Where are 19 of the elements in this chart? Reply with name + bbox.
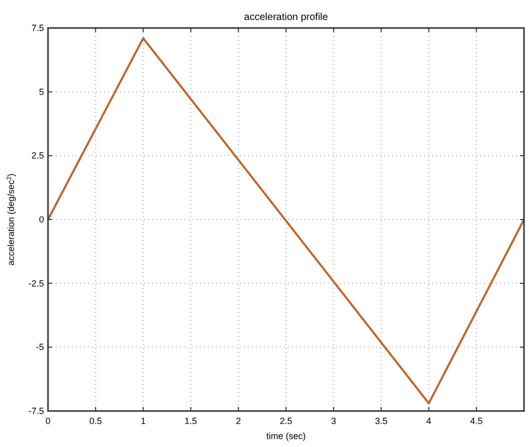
x-tick-label: 4.5: [470, 416, 483, 426]
x-tick-label: 3.5: [374, 416, 388, 426]
y-tick-label: 2.5: [31, 150, 44, 161]
x-tick-label: 0: [45, 416, 51, 426]
y-tick-label: 5: [38, 86, 44, 97]
y-tick-label: -2.5: [28, 278, 44, 288]
x-tick-label: 1.5: [184, 416, 198, 426]
x-tick-label: 0.5: [89, 416, 102, 426]
x-tick-label: 2.5: [280, 416, 292, 426]
x-axis-title: time (sec): [266, 431, 306, 441]
x-tick-label: 3: [331, 416, 336, 426]
x-tick-label: 4: [426, 416, 432, 426]
y-tick-label: -5: [36, 342, 44, 352]
chart-title: acceleration profile: [244, 12, 328, 23]
y-tick-label: 0: [38, 214, 44, 224]
x-tick-label: 2: [236, 416, 241, 426]
y-tick-label: 7.5: [31, 23, 44, 33]
y-tick-label: -7.5: [28, 406, 44, 416]
x-tick-label: 1: [140, 416, 146, 426]
